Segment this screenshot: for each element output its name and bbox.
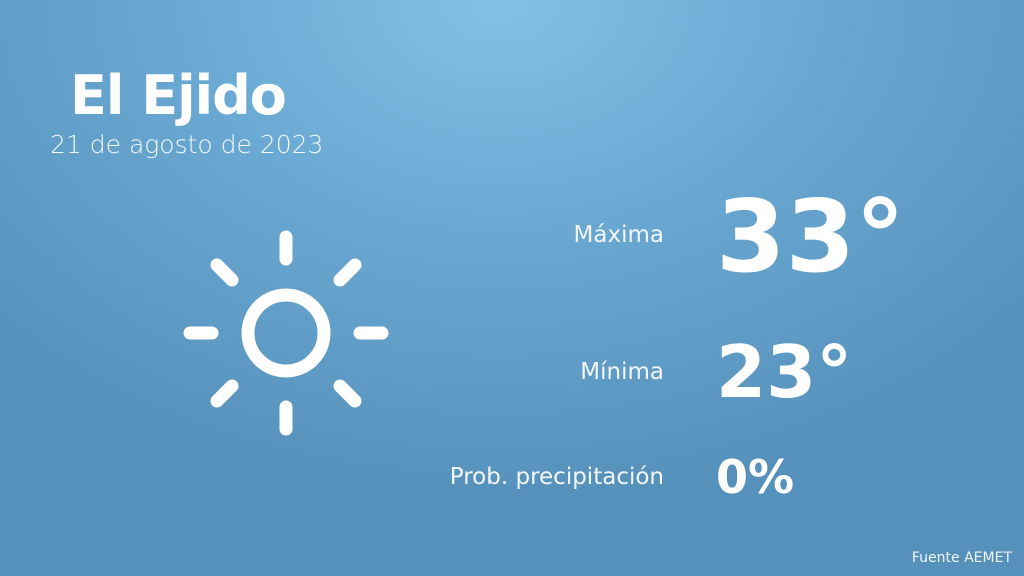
precip-label: Prob. precipitación [449,464,664,490]
min-label: Mínima [580,359,664,385]
precip-value: 0% [716,450,795,504]
city-title: El Ejido [70,64,287,127]
max-value: 33° [716,178,906,295]
sun-icon [183,230,389,436]
source: Fuente AEMET [911,550,1012,566]
max-label: Máxima [573,222,664,248]
date: 21 de agosto de 2023 [50,130,324,159]
min-value: 23° [716,330,853,414]
